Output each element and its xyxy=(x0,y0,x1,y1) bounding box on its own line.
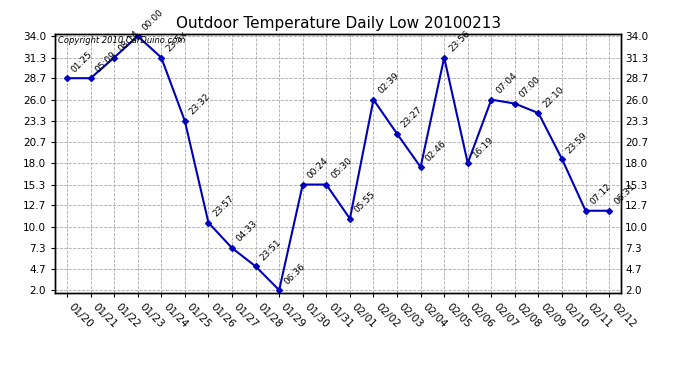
Text: 08:14: 08:14 xyxy=(117,29,141,53)
Text: 05:30: 05:30 xyxy=(329,156,354,180)
Text: 22:10: 22:10 xyxy=(541,84,566,109)
Text: 04:33: 04:33 xyxy=(235,219,259,244)
Text: 01:25: 01:25 xyxy=(70,50,95,74)
Text: 07:00: 07:00 xyxy=(518,75,542,99)
Text: 06:31: 06:31 xyxy=(612,182,637,207)
Text: 23:32: 23:32 xyxy=(188,92,212,117)
Text: 23:51: 23:51 xyxy=(258,238,283,262)
Text: 06:36: 06:36 xyxy=(282,261,306,286)
Text: 00:24: 00:24 xyxy=(306,156,330,180)
Text: 07:04: 07:04 xyxy=(494,71,519,96)
Text: 05:55: 05:55 xyxy=(353,190,377,214)
Text: Copyright 2010 CarDuino.com: Copyright 2010 CarDuino.com xyxy=(58,36,186,45)
Text: 23:5x: 23:5x xyxy=(164,29,188,53)
Text: 07:12: 07:12 xyxy=(589,182,613,207)
Text: 02:46: 02:46 xyxy=(424,138,448,163)
Text: 23:56: 23:56 xyxy=(447,29,471,53)
Text: 02:39: 02:39 xyxy=(376,71,401,96)
Text: 23:57: 23:57 xyxy=(211,194,236,219)
Text: 16:19: 16:19 xyxy=(471,134,495,159)
Text: 05:09: 05:09 xyxy=(93,50,118,74)
Text: 23:27: 23:27 xyxy=(400,105,424,130)
Title: Outdoor Temperature Daily Low 20100213: Outdoor Temperature Daily Low 20100213 xyxy=(175,16,501,31)
Text: 23:59: 23:59 xyxy=(565,130,589,155)
Text: 00:00: 00:00 xyxy=(141,7,165,32)
